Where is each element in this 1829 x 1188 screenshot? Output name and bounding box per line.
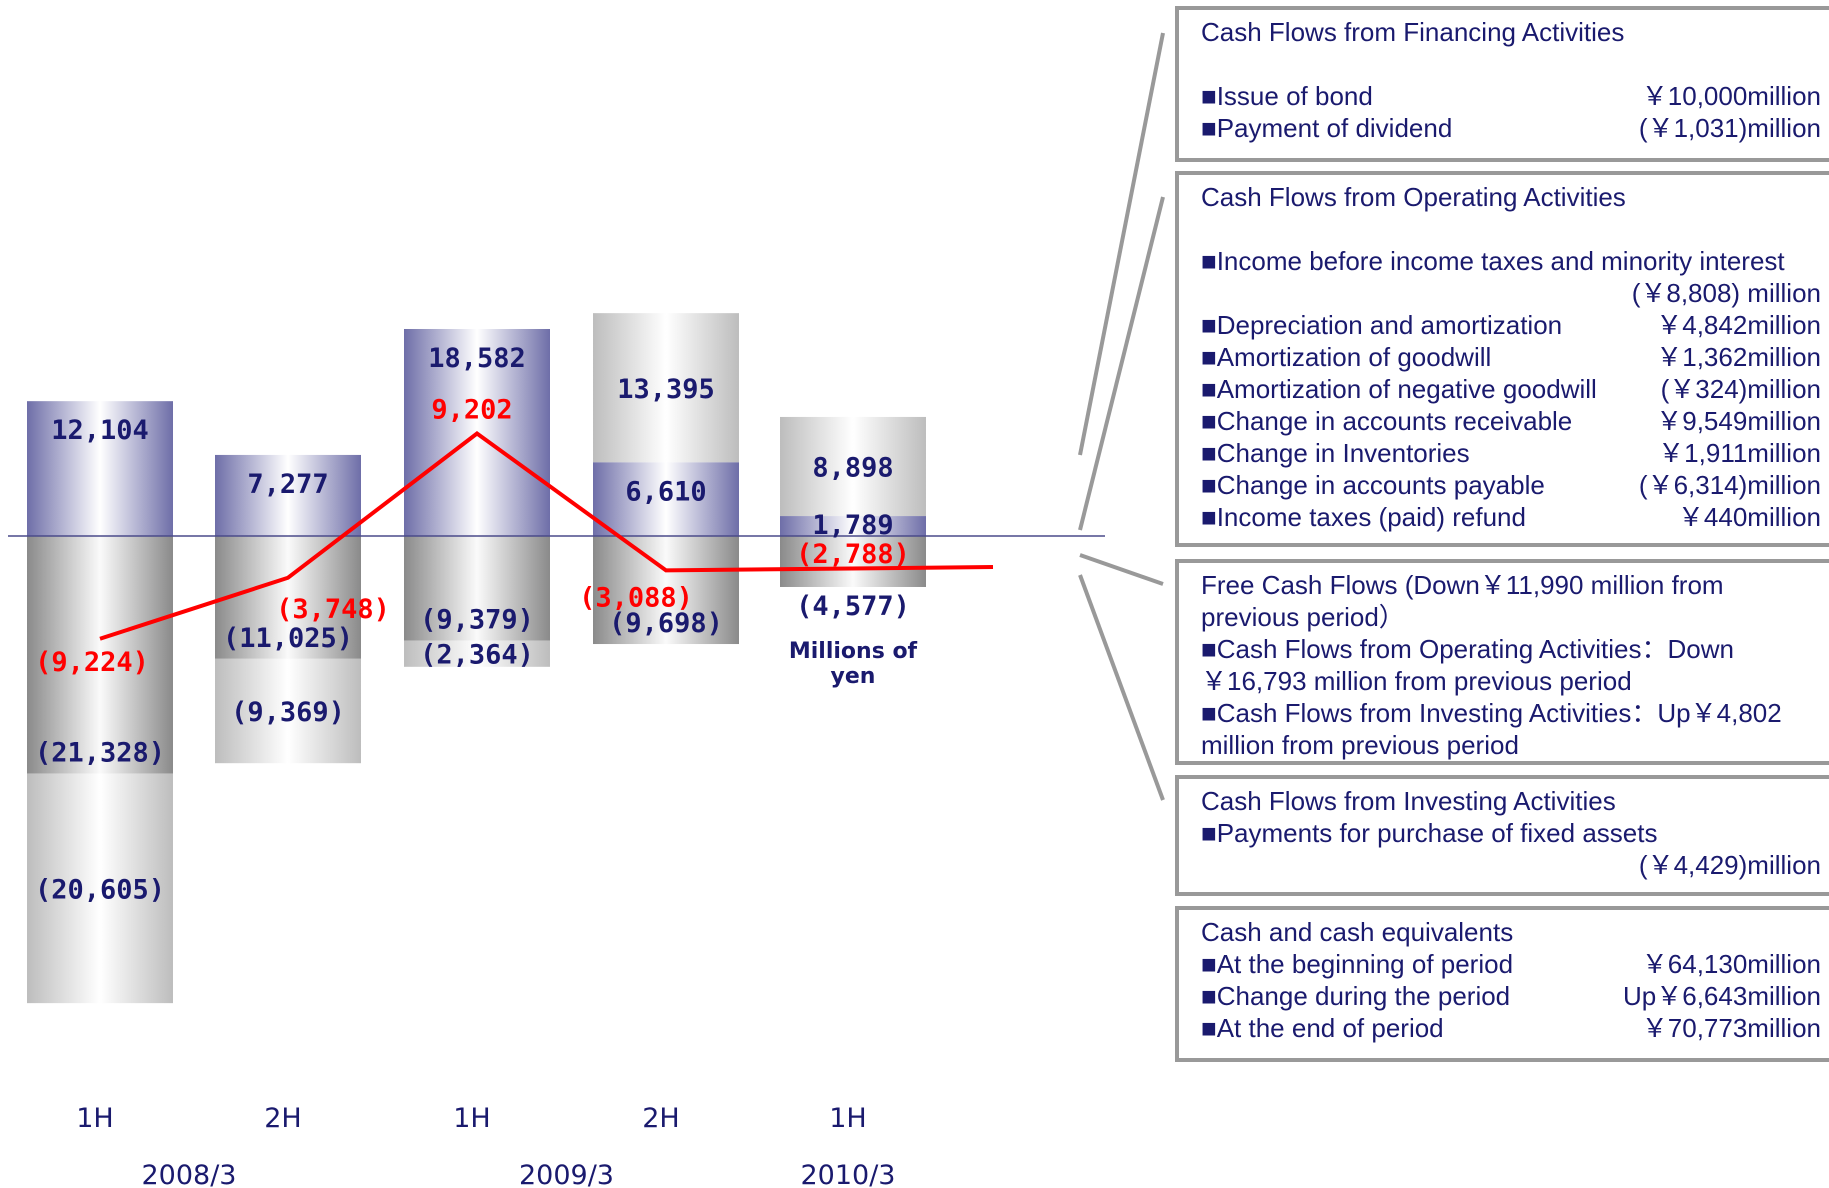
fiscal-year-label: 2010/3 <box>801 1160 896 1188</box>
cash-item: ■Change during the period <box>1201 981 1511 1011</box>
financing-bar <box>27 773 173 1004</box>
investing-bar <box>27 536 173 774</box>
financing-bar-label: 8,898 <box>812 453 893 484</box>
operating-activities-panel: Cash Flows from Operating Activities ■In… <box>1175 171 1829 547</box>
half-year-label: 1H <box>829 1103 866 1134</box>
investing-bar-label: (9,379) <box>420 604 534 635</box>
operating-amount: ￥440million <box>1677 502 1821 532</box>
cash-row: ■At the end of period ￥70,773million <box>1201 1012 1821 1044</box>
financing-amount: (￥1,031)million <box>1638 113 1821 143</box>
financing-bar <box>593 313 739 463</box>
financing-bar-label: (20,605) <box>35 874 165 905</box>
operating-item: ■Amortization of goodwill <box>1201 342 1492 372</box>
operating-bar-label: 18,582 <box>428 343 526 374</box>
operating-bar <box>215 454 361 536</box>
cash-equivalents-panel: Cash and cash equivalents ■At the beginn… <box>1175 906 1829 1062</box>
operating-amount: ￥9,549million <box>1656 406 1821 436</box>
investing-bar-label: (4,577) <box>796 591 910 622</box>
operating-amount: ￥1,362million <box>1656 342 1821 372</box>
cash-amount: ￥70,773million <box>1641 1013 1821 1043</box>
financing-bar-label: 13,395 <box>617 374 715 405</box>
fiscal-year-label: 2009/3 <box>519 1160 614 1188</box>
financing-bar <box>780 416 926 517</box>
free-cash-flow-label: (2,788) <box>796 539 910 570</box>
operating-item: ■Depreciation and amortization <box>1201 310 1563 340</box>
fiscal-year-label: 2008/3 <box>142 1160 237 1188</box>
operating-first-amount: (￥8,808) million <box>1631 278 1821 308</box>
operating-amount: (￥324)million <box>1660 374 1821 404</box>
operating-bar <box>27 401 173 536</box>
financing-activities-panel: Cash Flows from Financing Activities ■Is… <box>1175 6 1829 162</box>
free-cash-flows-panel: Free Cash Flows (Down￥11,990 million fro… <box>1175 559 1829 765</box>
cash-item: ■At the beginning of period <box>1201 949 1514 979</box>
investing-bar <box>780 536 926 587</box>
operating-row: ■Change in Inventories ￥1,911million <box>1201 437 1821 469</box>
free-panel-title: Free Cash Flows (Down￥11,990 million fro… <box>1201 570 1724 632</box>
operating-amount: (￥6,314)million <box>1638 470 1821 500</box>
financing-row: ■Issue of bond ￥10,000million <box>1201 80 1821 112</box>
free-item-investing: ■Cash Flows from Investing Activities：Up… <box>1201 698 1782 760</box>
investing-bar <box>404 536 550 641</box>
operating-bar <box>593 462 739 536</box>
operating-bar <box>780 516 926 536</box>
free-cash-flow-line <box>99 430 994 641</box>
operating-item: ■Change in accounts payable <box>1201 470 1545 500</box>
free-cash-flow-label: (9,224) <box>35 647 149 678</box>
free-cash-flow-label: 9,202 <box>431 394 512 425</box>
investing-bar-label: (11,025) <box>223 623 353 654</box>
investing-item: ■Payments for purchase of fixed assets <box>1201 818 1658 848</box>
operating-item: ■Amortization of negative goodwill <box>1201 374 1597 404</box>
cash-row: ■Change during the period Up￥6,643million <box>1201 980 1821 1012</box>
financing-bar <box>215 658 361 764</box>
unit-label: yen <box>831 664 876 689</box>
operating-item: ■Income taxes (paid) refund <box>1201 502 1526 532</box>
operating-bar-label: 7,277 <box>247 469 328 500</box>
operating-row: ■Change in accounts payable (￥6,314)milli… <box>1201 469 1821 501</box>
operating-row: ■Change in accounts receivable ￥9,549mill… <box>1201 405 1821 437</box>
financing-amount: ￥10,000million <box>1641 81 1821 111</box>
financing-panel-title: Cash Flows from Financing Activities <box>1201 17 1625 47</box>
free-item-operating: ■Cash Flows from Operating Activities：Do… <box>1201 634 1734 696</box>
half-year-label: 2H <box>642 1103 679 1134</box>
investing-bar <box>215 536 361 659</box>
operating-amount: ￥1,911million <box>1658 438 1821 468</box>
half-year-label: 2H <box>264 1103 301 1134</box>
cash-row: ■At the beginning of period ￥64,130millio… <box>1201 948 1821 980</box>
financing-item: ■Payment of dividend <box>1201 113 1453 143</box>
financing-bar <box>404 640 550 667</box>
operating-item: ■Change in accounts receivable <box>1201 406 1573 436</box>
unit-label: Millions of <box>789 639 918 664</box>
operating-bar-label: 6,610 <box>625 476 706 507</box>
operating-first-item: ■Income before income taxes and minority… <box>1201 246 1785 276</box>
operating-row: ■Amortization of goodwill ￥1,362million <box>1201 341 1821 373</box>
operating-row: ■Depreciation and amortization ￥4,842mill… <box>1201 309 1821 341</box>
investing-bar-label: (9,698) <box>609 608 723 639</box>
cash-amount: ￥64,130million <box>1641 949 1821 979</box>
operating-item: ■Change in Inventories <box>1201 438 1470 468</box>
operating-bar-label: 1,789 <box>812 510 893 541</box>
free-cash-flow-label: (3,748) <box>276 594 390 625</box>
cash-panel-title: Cash and cash equivalents <box>1201 917 1514 947</box>
half-year-label: 1H <box>453 1103 490 1134</box>
investing-bar-label: (21,328) <box>35 738 165 769</box>
financing-bar-label: (2,364) <box>420 640 534 671</box>
operating-row: ■Amortization of negative goodwill (￥324)… <box>1201 373 1821 405</box>
panel-connectors <box>1078 32 1165 801</box>
financing-bar-label: (9,369) <box>231 697 345 728</box>
cash-item: ■At the end of period <box>1201 1013 1444 1043</box>
operating-panel-title: Cash Flows from Operating Activities <box>1201 182 1626 212</box>
free-cash-flow-label: (3,088) <box>579 582 693 613</box>
investing-bar <box>593 536 739 645</box>
investing-panel-title: Cash Flows from Investing Activities <box>1201 786 1616 816</box>
operating-amount: ￥4,842million <box>1656 310 1821 340</box>
investing-activities-panel: Cash Flows from Investing Activities ■Pa… <box>1175 775 1829 896</box>
financing-row: ■Payment of dividend (￥1,031)million <box>1201 112 1821 144</box>
operating-bar-label: 12,104 <box>51 415 149 446</box>
financing-item: ■Issue of bond <box>1201 81 1373 111</box>
operating-row: ■Income taxes (paid) refund ￥440million <box>1201 501 1821 533</box>
investing-amount: (￥4,429)million <box>1638 850 1821 880</box>
cash-amount: Up￥6,643million <box>1623 981 1821 1011</box>
half-year-label: 1H <box>76 1103 113 1134</box>
